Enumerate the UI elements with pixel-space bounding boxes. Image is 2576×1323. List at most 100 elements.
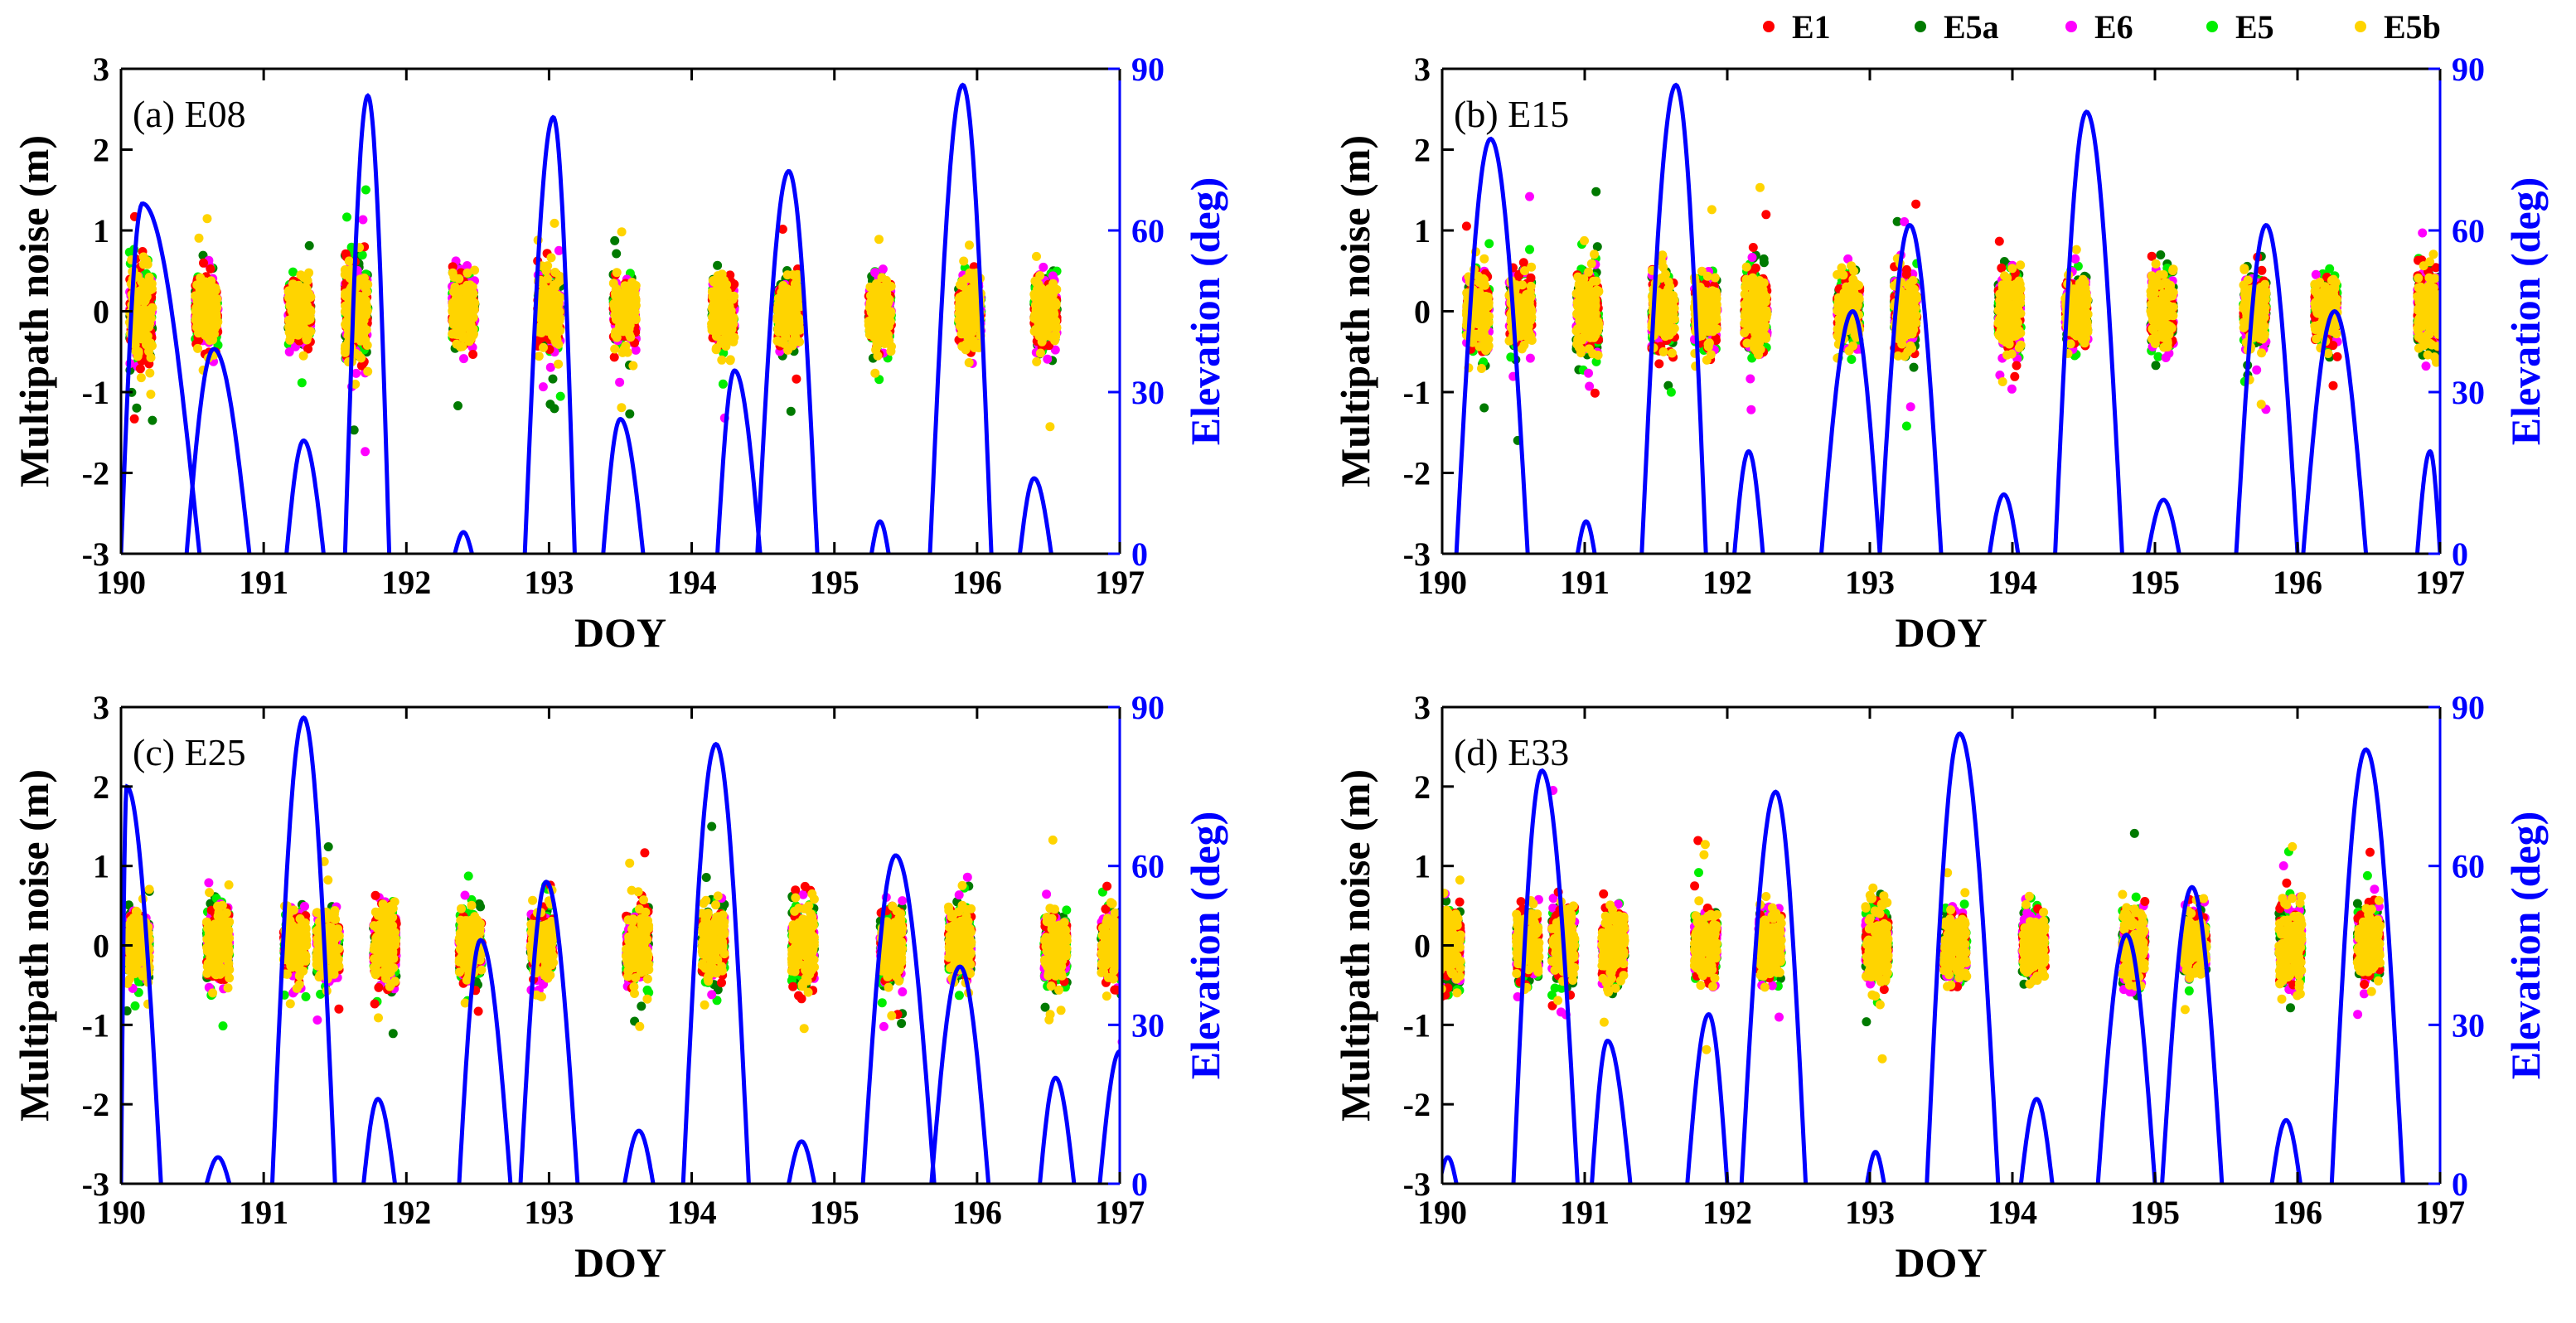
noise-point-E5b (723, 316, 733, 326)
noise-point-E5b (789, 324, 799, 334)
noise-point-E5b (714, 297, 723, 307)
noise-point-E5 (555, 391, 565, 401)
noise-point-E5b (1033, 286, 1043, 295)
noise-point-E5b (539, 342, 548, 352)
noise-point-E5b (361, 325, 371, 335)
noise-point-E5b (456, 318, 466, 328)
noise-point-E5b (795, 337, 804, 346)
elevation-pass-5 (453, 530, 474, 554)
noise-point-E5b (296, 270, 306, 280)
noise-point-E5b (1035, 348, 1045, 358)
y-axis-label: Multipath noise (m) (11, 135, 57, 487)
noise-point-E5b (964, 358, 974, 367)
noise-point-E5b (466, 328, 476, 338)
noise-point-E5a (625, 409, 635, 419)
noise-point-E5b (552, 335, 562, 345)
noise-point-E6 (358, 215, 368, 225)
noise-point-E5b (707, 319, 717, 329)
noise-point-E1 (792, 374, 801, 384)
noise-point-E5b (148, 303, 157, 313)
noise-point-E5b (960, 309, 970, 319)
noise-point-E5b (353, 351, 363, 360)
noise-point-E5a (349, 425, 359, 435)
noise-point-E1 (448, 262, 458, 272)
x-tick-label: 196 (952, 564, 1002, 601)
noise-point-E5b (966, 321, 976, 331)
noise-point-E5 (361, 185, 370, 195)
y-right-tick-label: 0 (1131, 536, 1148, 573)
noise-point-E5b (192, 308, 202, 317)
noise-point-E5b (610, 344, 620, 354)
noise-point-E5b (612, 268, 622, 278)
noise-point-E5b (622, 347, 632, 357)
y-tick-label: 3 (93, 51, 109, 88)
noise-point-E5b (136, 289, 146, 299)
noise-point-E5b (717, 270, 727, 280)
noise-point-E5b (294, 293, 304, 303)
noise-point-E5b (725, 355, 735, 365)
noise-point-E5b (341, 347, 350, 357)
noise-point-E5b (540, 296, 550, 306)
noise-points (124, 185, 1062, 457)
noise-point-E5b (210, 324, 220, 333)
noise-point-E5b (362, 287, 371, 297)
noise-point-E5b (724, 300, 734, 310)
noise-point-E5b (543, 261, 553, 271)
noise-point-E5b (351, 380, 361, 389)
noise-point-E5a (148, 415, 157, 425)
noise-point-E1 (135, 364, 145, 374)
noise-point-E5b (133, 346, 143, 356)
noise-point-E5b (546, 253, 556, 263)
noise-point-E6 (615, 377, 625, 387)
noise-point-E5a (548, 374, 558, 384)
noise-point-E5b (1035, 271, 1045, 280)
noise-point-E5b (454, 274, 464, 284)
noise-point-E5b (341, 301, 351, 311)
noise-point-E5b (448, 268, 458, 278)
noise-point-E5b (458, 330, 467, 340)
noise-point-E5b (136, 373, 146, 383)
y-tick-label: -1 (82, 374, 109, 411)
noise-point-E5b (1033, 314, 1043, 324)
noise-point-E5b (954, 294, 964, 304)
noise-point-E5b (959, 322, 969, 332)
elevation-pass-10 (869, 519, 891, 554)
noise-point-E5b (879, 339, 889, 348)
noise-point-E5b (1046, 291, 1056, 300)
noise-point-E5a (713, 260, 723, 270)
noise-point-E5b (448, 316, 458, 326)
noise-point-E5b (873, 351, 883, 361)
noise-point-E5b (1051, 332, 1061, 342)
noise-point-E6 (1039, 262, 1048, 272)
noise-point-E5b (626, 332, 636, 342)
noise-point-E5b (612, 284, 622, 293)
noise-point-E5b (302, 284, 312, 293)
noise-point-E5b (148, 284, 157, 293)
noise-point-E5b (285, 288, 295, 298)
noise-point-E1 (199, 258, 208, 268)
elevation-series (121, 82, 1053, 554)
noise-point-E5b (534, 351, 544, 361)
noise-point-E5b (284, 316, 294, 326)
noise-point-E5b (363, 366, 373, 376)
noise-point-E5 (357, 250, 367, 260)
noise-point-E5 (288, 267, 298, 277)
elevation-pass-12 (1018, 476, 1053, 554)
noise-point-E5b (872, 342, 882, 351)
noise-point-E5b (194, 233, 204, 243)
noise-point-E5b (965, 240, 974, 250)
noise-point-E5b (345, 273, 355, 283)
noise-point-E6 (1043, 354, 1053, 364)
noise-point-E5b (613, 301, 623, 311)
elevation-pass-9 (755, 169, 820, 554)
noise-point-E5b (199, 308, 209, 317)
noise-point-E5a (786, 406, 796, 416)
noise-point-E5b (617, 227, 627, 237)
noise-point-E5b (874, 327, 884, 337)
noise-point-E5b (962, 291, 972, 301)
noise-point-E5b (193, 343, 202, 353)
noise-point-E5a (610, 235, 620, 245)
x-axis-label: DOY (574, 609, 666, 656)
noise-point-E1 (206, 264, 215, 274)
noise-point-E5b (468, 313, 478, 322)
